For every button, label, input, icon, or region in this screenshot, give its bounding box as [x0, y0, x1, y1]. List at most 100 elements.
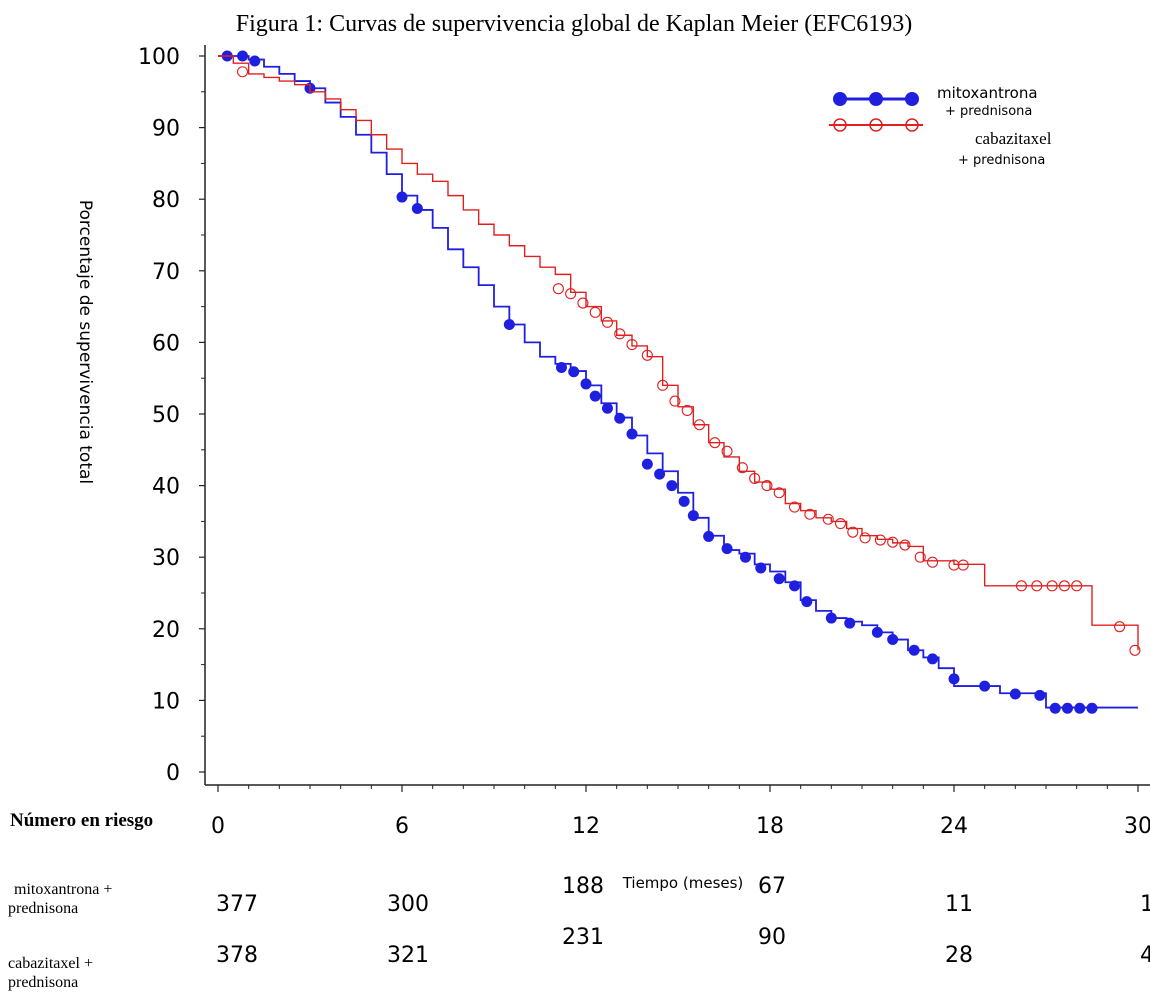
censor-point-mitoxantrona [249, 55, 261, 67]
censor-point-mitoxantrona [666, 480, 678, 492]
censor-point-mitoxantrona [721, 543, 733, 555]
censor-point-mitoxantrona [1034, 689, 1046, 701]
legend-entry-mitoxantrona: mitoxantrona + prednisona [833, 84, 1038, 119]
censor-point-cabazitaxel [552, 283, 564, 295]
censor-point-cabazitaxel [693, 419, 706, 431]
y-tick-label: 70 [152, 260, 180, 285]
censor-point-mitoxantrona [1009, 688, 1021, 700]
censor-point-mitoxantrona [1074, 702, 1086, 714]
censor-point-cabazitaxel [577, 297, 589, 309]
at-risk-value-mitoxantrona: 11 [945, 892, 973, 917]
censor-point-cabazitaxel [914, 551, 926, 563]
y-axis: 0 10 20 30 40 50 60 70 80 90 100 [138, 45, 206, 786]
censor-point-cabazitaxel [236, 66, 249, 78]
chart-title: Figura 1: Curvas de supervivencia global… [236, 11, 913, 37]
x-tick-label: 18 [756, 814, 784, 839]
censor-point-mitoxantrona [614, 412, 626, 424]
censor-point-cabazitaxel [614, 328, 626, 340]
legend: mitoxantrona + prednisona cabazitaxel + … [829, 84, 1052, 168]
y-tick-label: 40 [152, 475, 180, 500]
censor-point-mitoxantrona [871, 626, 883, 638]
at-risk-value-mitoxantrona: 1 [1140, 892, 1150, 917]
censor-point-mitoxantrona [1061, 702, 1073, 714]
censor-point-cabazitaxel [626, 338, 638, 351]
at-risk-value-cabazitaxel: 90 [758, 925, 786, 950]
censor-point-cabazitaxel [948, 559, 960, 571]
censor-point-mitoxantrona [773, 573, 785, 585]
censor-point-mitoxantrona [825, 612, 837, 624]
x-axis-title: Tiempo (meses) [622, 874, 744, 892]
at-risk-value-cabazitaxel: 321 [387, 943, 429, 968]
at-risk-row-label-cabazitaxel-2: prednisona [8, 974, 78, 991]
x-tick-label: 0 [211, 814, 225, 839]
censor-point-cabazitaxel [589, 306, 601, 318]
at-risk-label: Número en riesgo [10, 810, 153, 831]
censor-point-cabazitaxel [1015, 580, 1028, 592]
censor-point-mitoxantrona [789, 580, 801, 592]
at-risk-row-label-cabazitaxel-1: cabazitaxel + [8, 955, 93, 972]
censor-point-cabazitaxel [641, 349, 653, 361]
censor-point-mitoxantrona [703, 530, 715, 542]
censor-point-mitoxantrona [801, 596, 813, 608]
censor-point-cabazitaxel [669, 395, 681, 407]
censor-point-cabazitaxel [773, 487, 785, 499]
censor-point-mitoxantrona [979, 680, 991, 692]
censor-point-cabazitaxel [899, 539, 911, 551]
censor-point-cabazitaxel [822, 513, 834, 525]
censor-point-cabazitaxel [1058, 580, 1070, 592]
censor-point-mitoxantrona [927, 653, 939, 665]
censor-point-cabazitaxel [1129, 644, 1141, 656]
censor-point-mitoxantrona [568, 366, 580, 378]
censor-point-mitoxantrona [948, 673, 960, 685]
censor-point-cabazitaxel [859, 532, 871, 544]
legend-marker-mitoxantrona-1 [833, 92, 847, 106]
censor-point-cabazitaxel [709, 437, 721, 449]
censor-point-cabazitaxel [847, 526, 859, 538]
censor-point-cabazitaxel [926, 556, 939, 568]
censor-point-mitoxantrona [1086, 702, 1098, 714]
legend-label-mitoxantrona-line2: + prednisona [945, 104, 1032, 119]
series-layer [218, 50, 1141, 714]
y-tick-label: 80 [152, 188, 180, 213]
censor-point-mitoxantrona [237, 50, 249, 62]
censor-point-mitoxantrona [844, 617, 856, 629]
censor-point-cabazitaxel [957, 559, 969, 571]
censor-point-cabazitaxel [1046, 580, 1058, 592]
censor-point-cabazitaxel [749, 472, 761, 484]
x-tick-label: 24 [940, 814, 968, 839]
legend-entry-cabazitaxel: cabazitaxel + prednisona [829, 118, 1052, 168]
at-risk-table: mitoxantrona + prednisona cabazitaxel + … [8, 874, 1150, 991]
legend-marker-cabazitaxel-1 [833, 118, 847, 132]
censor-point-cabazitaxel [565, 288, 577, 300]
censor-point-mitoxantrona [503, 319, 515, 330]
at-risk-value-cabazitaxel: 378 [216, 943, 258, 968]
censor-point-cabazitaxel [804, 508, 816, 520]
at-risk-value-mitoxantrona: 188 [562, 874, 604, 899]
x-axis: 0 6 12 18 24 30 [205, 784, 1150, 839]
censor-point-mitoxantrona [641, 458, 653, 470]
at-risk-value-mitoxantrona: 377 [216, 892, 258, 917]
at-risk-value-cabazitaxel: 28 [945, 943, 973, 968]
y-tick-label: 0 [166, 761, 180, 786]
legend-marker-cabazitaxel-2 [869, 118, 883, 132]
x-tick-label: 12 [572, 814, 600, 839]
x-tick-label: 30 [1124, 814, 1150, 839]
censor-point-mitoxantrona [411, 203, 423, 215]
y-tick-label: 20 [152, 618, 180, 643]
censor-point-mitoxantrona [601, 402, 613, 414]
at-risk-row-label-mitoxantrona-2: prednisona [8, 900, 78, 917]
legend-marker-mitoxantrona-2 [869, 92, 883, 106]
censor-point-cabazitaxel [761, 480, 773, 492]
censor-point-cabazitaxel [601, 316, 614, 328]
legend-marker-mitoxantrona-3 [905, 92, 919, 106]
at-risk-value-mitoxantrona: 67 [758, 874, 786, 899]
censor-point-mitoxantrona [687, 510, 699, 522]
censor-point-mitoxantrona [739, 551, 751, 563]
censor-point-cabazitaxel [721, 445, 733, 457]
x-tick-label: 6 [395, 814, 409, 839]
y-tick-label: 30 [152, 546, 180, 571]
y-tick-label: 50 [152, 403, 180, 428]
censor-point-cabazitaxel [1071, 580, 1083, 592]
censor-point-mitoxantrona [908, 644, 920, 656]
